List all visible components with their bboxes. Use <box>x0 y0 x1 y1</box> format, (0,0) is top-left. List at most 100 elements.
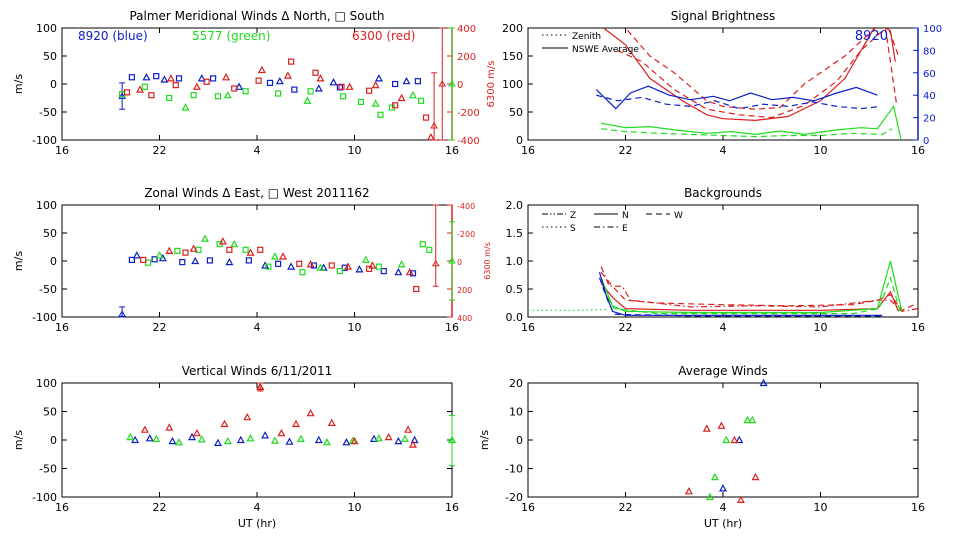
data-point-square-blue <box>275 260 282 267</box>
y-tick-label: 1.0 <box>506 255 524 268</box>
data-point-triangle-red <box>278 252 288 260</box>
data-point-triangle-green <box>155 251 164 259</box>
data-point-triangle-green <box>246 434 255 442</box>
data-point-triangle-red <box>405 267 414 276</box>
data-point-triangle-green <box>197 435 206 443</box>
data-point-triangle-green <box>230 239 239 248</box>
data-point-triangle-green <box>270 252 279 260</box>
data-point-triangle-green <box>397 260 406 268</box>
data-point-square-red <box>172 82 179 89</box>
data-point-triangle-red <box>736 495 745 503</box>
x-tick-label: 4 <box>720 144 727 157</box>
chart-title: Average Winds <box>678 364 768 378</box>
x-tick-label: 22 <box>153 321 167 334</box>
y-tick-label: 0.5 <box>506 283 524 296</box>
y-axis-label: m/s <box>12 251 25 271</box>
x-tick-label: 10 <box>348 321 362 334</box>
data-point-triangle-blue <box>718 484 728 492</box>
data-point-triangle-blue <box>374 74 383 82</box>
x-tick-label: 16 <box>911 321 925 334</box>
data-point-triangle-blue <box>394 267 403 276</box>
data-point-triangle-red <box>257 65 266 74</box>
error-bar-marker <box>118 92 127 99</box>
x-tick-label: 10 <box>348 144 362 157</box>
error-bar-marker <box>448 80 456 87</box>
data-point-square-red <box>203 78 210 85</box>
data-point-square-green <box>419 241 426 248</box>
data-point-triangle-red <box>751 472 760 481</box>
data-point-triangle-red <box>404 425 413 433</box>
data-point-square-blue <box>175 75 183 82</box>
y-tick-label: -50 <box>39 283 57 296</box>
legend-label: Z <box>570 211 576 221</box>
data-point-triangle-blue <box>314 435 323 444</box>
data-point-triangle-red <box>343 262 353 270</box>
data-point-triangle-blue <box>191 256 200 265</box>
right-tick-label: 20 <box>923 114 936 125</box>
y-tick-label: 100 <box>502 78 523 91</box>
data-point-triangle-red <box>135 85 145 93</box>
data-point-triangle-blue <box>235 82 244 90</box>
right-tick-label: -200 <box>457 108 480 119</box>
data-point-triangle-red <box>246 248 255 256</box>
data-point-triangle-red <box>371 80 380 89</box>
right-tick-label: -400 <box>457 202 475 211</box>
data-point-triangle-red <box>397 93 406 102</box>
data-point-triangle-green <box>400 434 409 442</box>
error-bar-marker <box>431 259 440 267</box>
data-point-square-blue <box>392 80 399 88</box>
error-bar-marker <box>118 310 127 317</box>
data-point-square-red <box>140 256 147 263</box>
plot-frame <box>61 27 453 141</box>
plot-frame <box>61 204 453 318</box>
y-tick-label: 50 <box>43 406 57 419</box>
chart-title: Palmer Meridional Winds Δ North, □ South <box>129 9 384 23</box>
data-point-triangle-green <box>371 99 380 107</box>
line-series-group <box>595 28 902 140</box>
data-point-triangle-red <box>165 246 174 254</box>
data-point-square-red <box>123 89 131 96</box>
data-point-square-green <box>336 267 343 275</box>
legend-label: N <box>622 211 629 221</box>
data-point-triangle-blue <box>168 436 177 445</box>
data-point-square-blue <box>245 257 252 264</box>
data-point-triangle-red <box>140 425 149 433</box>
y-tick-label: -100 <box>32 491 57 504</box>
data-point-square-red <box>148 92 155 99</box>
x-tick-label: 22 <box>619 144 633 157</box>
data-point-triangle-red <box>426 132 435 141</box>
data-point-triangle-green <box>722 435 731 444</box>
data-point-square-blue <box>210 75 217 82</box>
panels: Palmer Meridional Winds Δ North, □ South… <box>12 9 942 530</box>
x-tick-label: 16 <box>55 144 69 157</box>
y-tick-label: 0 <box>516 134 523 147</box>
data-point-square-blue <box>291 86 298 93</box>
error-bar-marker <box>438 80 447 87</box>
data-point-square-red <box>392 102 399 109</box>
y-tick-label: 0 <box>516 434 523 447</box>
data-point-square-blue <box>179 259 186 266</box>
legend-label: NSWE Average <box>572 45 639 55</box>
plot-frame <box>61 382 453 498</box>
data-point-triangle-red <box>189 244 198 252</box>
x-tick-label: 22 <box>619 501 633 514</box>
data-point-triangle-blue <box>410 435 419 444</box>
data-point-square-red <box>231 85 238 92</box>
x-tick-label: 16 <box>55 501 69 514</box>
series-line-red-solid <box>602 28 896 122</box>
x-tick-label: 10 <box>814 321 828 334</box>
data-point-triangle-blue <box>314 84 323 92</box>
data-point-triangle-blue <box>394 436 403 445</box>
right-tick-label: 0 <box>457 258 462 267</box>
y-tick-label: 0 <box>50 78 57 91</box>
data-point-triangle-red <box>408 440 418 448</box>
data-point-triangle-green <box>181 103 190 111</box>
data-point-triangle-green <box>743 415 752 424</box>
data-point-triangle-blue <box>342 438 351 446</box>
data-point-square-blue <box>380 267 387 275</box>
data-point-square-green <box>174 247 181 255</box>
y-axis-label: m/s <box>12 74 25 94</box>
